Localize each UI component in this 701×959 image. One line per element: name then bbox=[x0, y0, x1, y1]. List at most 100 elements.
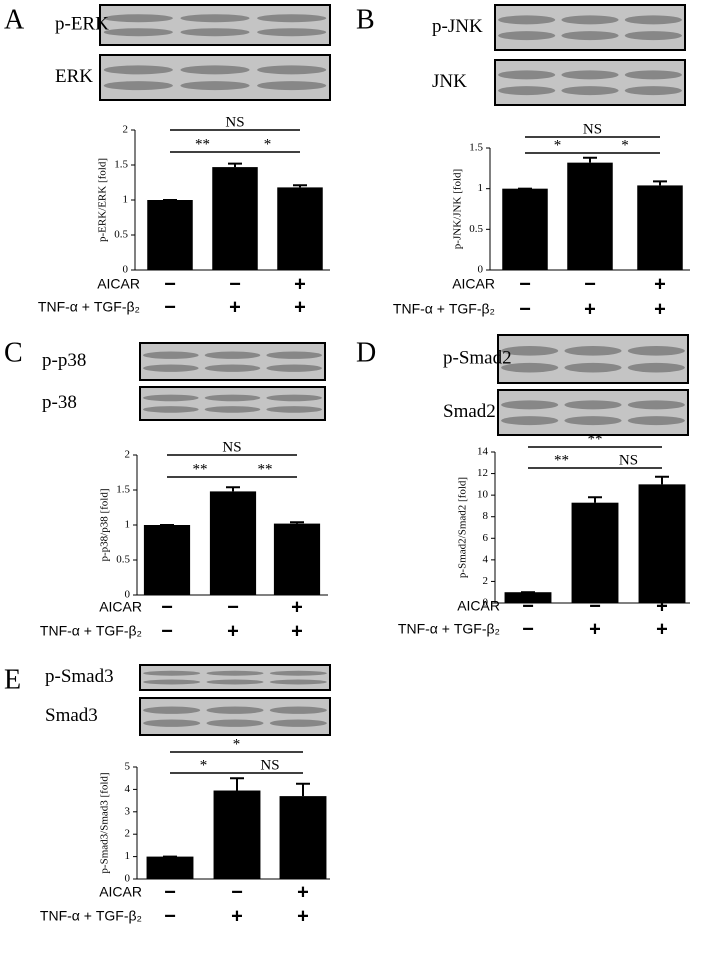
blot-band bbox=[498, 70, 556, 80]
y-tick-label: 0 bbox=[125, 589, 131, 601]
blot-band bbox=[564, 346, 622, 356]
blot-label: JNK bbox=[432, 71, 467, 92]
bar bbox=[209, 491, 257, 595]
y-tick-label: 1.5 bbox=[114, 159, 128, 171]
condition-label: AICAR bbox=[99, 884, 142, 900]
condition-sign: − bbox=[164, 905, 176, 927]
significance-label: * bbox=[200, 757, 208, 773]
blot-band bbox=[501, 346, 559, 356]
blot-band bbox=[204, 351, 261, 359]
blot-band bbox=[564, 416, 622, 426]
y-tick-label: 1 bbox=[123, 194, 129, 206]
blot-band bbox=[561, 86, 619, 96]
blot-band bbox=[269, 719, 327, 727]
condition-sign: + bbox=[654, 298, 666, 320]
blot-band bbox=[143, 364, 199, 372]
bar bbox=[143, 525, 191, 595]
y-tick-label: 12 bbox=[477, 467, 488, 479]
y-tick-label: 2 bbox=[125, 828, 131, 840]
blot-band bbox=[627, 416, 685, 426]
condition-label: TNF-α + TGF-β₂ bbox=[393, 301, 495, 317]
condition-label: TNF-α + TGF-β₂ bbox=[40, 908, 142, 924]
blot-band bbox=[143, 351, 199, 359]
y-tick-label: 0.5 bbox=[114, 229, 128, 241]
error-bar bbox=[226, 486, 240, 492]
y-tick-label: 1.5 bbox=[116, 484, 130, 496]
condition-sign: − bbox=[522, 618, 534, 640]
y-tick-label: 0 bbox=[125, 873, 131, 885]
condition-sign: − bbox=[584, 273, 596, 295]
y-tick-label: 1 bbox=[125, 850, 131, 862]
blot-band bbox=[103, 81, 173, 91]
blot-band bbox=[257, 28, 327, 37]
bar bbox=[567, 162, 613, 270]
condition-label: AICAR bbox=[99, 599, 142, 615]
significance-label: NS bbox=[260, 757, 279, 773]
panel-letter: E bbox=[4, 664, 21, 695]
bar bbox=[504, 592, 552, 603]
y-tick-label: 0.5 bbox=[469, 223, 483, 235]
blot-band bbox=[498, 86, 556, 96]
significance-label: * bbox=[554, 137, 562, 153]
bar bbox=[279, 796, 327, 879]
bar bbox=[146, 856, 194, 879]
blot-band bbox=[501, 362, 559, 373]
condition-sign: + bbox=[654, 273, 666, 295]
panel-letter: C bbox=[4, 337, 23, 368]
y-tick-label: 1 bbox=[478, 182, 484, 194]
y-tick-label: 0.5 bbox=[116, 554, 130, 566]
significance-label: ** bbox=[588, 431, 603, 447]
condition-sign: + bbox=[229, 296, 241, 318]
blot-label: p-Smad3 bbox=[45, 666, 114, 687]
y-tick-label: 14 bbox=[477, 446, 489, 458]
bar bbox=[502, 188, 548, 270]
bar bbox=[213, 790, 261, 879]
blot-label: p-Smad2 bbox=[443, 347, 512, 368]
blot-band bbox=[103, 14, 173, 23]
panel-letter: D bbox=[356, 337, 376, 368]
y-tick-label: 4 bbox=[125, 783, 131, 795]
significance-label: ** bbox=[554, 452, 569, 468]
blot-band bbox=[564, 362, 622, 373]
blot-band bbox=[143, 719, 201, 727]
condition-label: TNF-α + TGF-β₂ bbox=[398, 621, 500, 637]
blot-band bbox=[103, 28, 173, 37]
condition-sign: − bbox=[522, 595, 534, 617]
blot-band bbox=[143, 406, 199, 413]
bar bbox=[147, 200, 193, 270]
blot-label: p-38 bbox=[42, 392, 77, 413]
significance-label: * bbox=[264, 136, 272, 152]
condition-label: TNF-α + TGF-β₂ bbox=[40, 623, 142, 639]
condition-sign: + bbox=[227, 620, 239, 642]
blot-label: p-JNK bbox=[432, 16, 483, 37]
condition-sign: + bbox=[589, 618, 601, 640]
blot-band bbox=[266, 394, 322, 402]
y-tick-label: 6 bbox=[483, 532, 489, 544]
significance-label: ** bbox=[193, 461, 208, 477]
condition-sign: − bbox=[519, 273, 531, 295]
blot-band bbox=[257, 14, 327, 23]
blot-band bbox=[204, 406, 261, 413]
significance-label: ** bbox=[258, 461, 273, 477]
blot-image bbox=[139, 664, 331, 691]
blot-image bbox=[99, 54, 331, 101]
y-tick-label: 0 bbox=[483, 597, 489, 609]
bar bbox=[212, 167, 258, 270]
condition-sign: − bbox=[164, 296, 176, 318]
panel-letter: A bbox=[4, 4, 25, 35]
blot-label: ERK bbox=[55, 66, 93, 87]
y-tick-label: 1 bbox=[125, 519, 131, 531]
y-tick-label: 10 bbox=[477, 489, 489, 501]
bar bbox=[277, 187, 323, 270]
blot-band bbox=[624, 86, 682, 96]
significance-label: * bbox=[233, 736, 241, 752]
blot-band bbox=[143, 706, 201, 714]
blot-band bbox=[498, 31, 556, 41]
y-axis-label: p-JNK/JNK [fold] bbox=[452, 169, 464, 249]
blot-band bbox=[627, 400, 685, 410]
blot-label: p-ERK bbox=[55, 13, 109, 34]
condition-sign: − bbox=[227, 596, 239, 618]
error-bar bbox=[655, 475, 669, 485]
